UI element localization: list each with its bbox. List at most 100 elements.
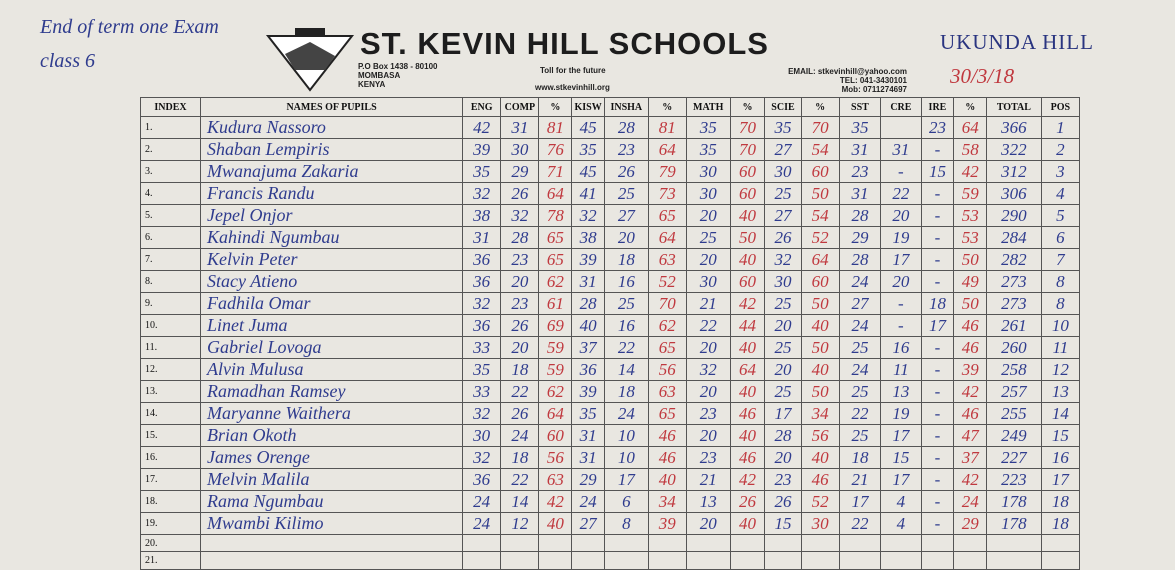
pupil-name: Jepel Onjor — [200, 204, 464, 227]
index-cell: 19. — [139, 512, 202, 535]
score-cell: 25 — [838, 424, 882, 447]
score-cell: 249 — [986, 424, 1042, 447]
score-cell: 26 — [729, 490, 766, 513]
column-header: ENG — [462, 97, 502, 117]
score-cell: 35 — [685, 116, 731, 139]
score-cell: 42 — [953, 468, 988, 491]
score-cell — [603, 533, 649, 553]
score-cell: 64 — [538, 402, 573, 425]
score-cell: - — [920, 138, 955, 161]
score-cell: - — [920, 490, 955, 513]
branch: UKUNDA HILL — [940, 30, 1094, 54]
pupil-name: Melvin Malila — [200, 468, 464, 491]
score-cell: 40 — [800, 446, 840, 469]
score-cell — [647, 551, 687, 570]
score-cell: 38 — [571, 226, 605, 249]
score-cell: 52 — [800, 226, 840, 249]
address: P.O Box 1438 - 80100 MOMBASA KENYA — [358, 62, 437, 89]
score-cell: 27 — [764, 138, 802, 161]
score-cell: 32 — [462, 292, 502, 315]
score-cell: 50 — [953, 248, 988, 271]
score-cell — [571, 533, 605, 553]
pupil-row: 2. Shaban Lempiris 39 30 76 35 23 64 35 70 27 54 31 3… — [139, 138, 1081, 161]
score-cell: 38 — [462, 204, 502, 227]
score-cell: - — [920, 380, 955, 403]
score-cell: 40 — [800, 314, 840, 337]
score-cell: 178 — [986, 512, 1042, 535]
score-cell: 17 — [838, 490, 882, 513]
score-cell: 60 — [538, 424, 573, 447]
score-cell: 15 — [1040, 424, 1081, 447]
score-cell: 22 — [880, 182, 922, 205]
score-cell: 20 — [880, 204, 922, 227]
pupil-row: 1. Kudura Nassoro 42 31 81 45 28 81 35 70 35 70 35 23… — [139, 116, 1081, 139]
score-cell: 18 — [920, 292, 955, 315]
score-cell: 261 — [986, 314, 1042, 337]
column-header: % — [538, 97, 573, 117]
score-cell: 36 — [462, 314, 502, 337]
score-cell — [729, 533, 766, 553]
score-cell: 21 — [838, 468, 882, 491]
score-cell: 21 — [685, 468, 731, 491]
score-cell: 54 — [800, 204, 840, 227]
pupil-row: 16. James Orenge 32 18 56 31 10 46 23 46 20 40 18 15-… — [139, 446, 1081, 469]
score-cell: 81 — [647, 116, 687, 139]
score-cell: 32 — [685, 358, 731, 381]
score-cell: 10 — [603, 446, 649, 469]
score-cell: 8 — [1040, 292, 1081, 315]
score-cell: 18 — [1040, 490, 1081, 513]
score-cell — [920, 551, 955, 570]
column-header: MATH — [685, 97, 731, 117]
score-cell: - — [920, 424, 955, 447]
score-cell: 4 — [1040, 182, 1081, 205]
column-header: INSHA — [603, 97, 649, 117]
pupil-name: Rama Ngumbau — [200, 490, 464, 513]
score-cell: 50 — [800, 380, 840, 403]
column-header: % — [647, 97, 687, 117]
pupil-name: Mwambi Kilimo — [200, 512, 464, 535]
score-cell: - — [920, 336, 955, 359]
score-cell — [838, 551, 882, 570]
score-cell: 25 — [685, 226, 731, 249]
score-cell: 39 — [647, 512, 687, 535]
score-cell: 20 — [685, 204, 731, 227]
score-cell: 27 — [764, 204, 802, 227]
score-cell: 284 — [986, 226, 1042, 249]
score-cell: 26 — [500, 402, 540, 425]
score-cell: 3 — [1040, 160, 1081, 183]
score-cell: 22 — [838, 402, 882, 425]
score-cell: 37 — [571, 336, 605, 359]
score-cell: 23 — [500, 292, 540, 315]
score-cell: 70 — [800, 116, 840, 139]
score-cell: 31 — [571, 424, 605, 447]
score-cell: 63 — [538, 468, 573, 491]
score-cell: 42 — [462, 116, 502, 139]
score-cell: 64 — [729, 358, 766, 381]
score-cell: 19 — [880, 402, 922, 425]
score-cell: 33 — [462, 380, 502, 403]
pupil-name: Francis Randu — [200, 182, 464, 205]
score-cell: 18 — [603, 248, 649, 271]
score-cell: 10 — [1040, 314, 1081, 337]
pupil-row: 12. Alvin Mulusa 35 18 59 36 14 56 32 64 20 40 24 11-… — [139, 358, 1081, 381]
score-cell: 13 — [685, 490, 731, 513]
score-cell: 40 — [571, 314, 605, 337]
index-cell: 10. — [139, 314, 202, 337]
score-cell: 50 — [953, 292, 988, 315]
score-cell — [462, 533, 502, 553]
score-cell — [462, 551, 502, 570]
score-cell: 46 — [729, 446, 766, 469]
score-cell: 11 — [880, 358, 922, 381]
score-cell: 36 — [462, 270, 502, 293]
score-cell: 70 — [729, 116, 766, 139]
score-cell — [685, 533, 731, 553]
score-cell: 60 — [800, 160, 840, 183]
score-cell — [1040, 551, 1081, 570]
score-cell — [880, 533, 922, 553]
pupil-name: Brian Okoth — [200, 424, 464, 447]
score-cell: 40 — [538, 512, 573, 535]
results-table: INDEX NAMES OF PUPILS ENG COMP% KISW INSHA% MA… — [139, 97, 1081, 570]
score-cell: 17 — [880, 424, 922, 447]
score-cell: 28 — [838, 204, 882, 227]
column-header: COMP — [500, 97, 540, 117]
